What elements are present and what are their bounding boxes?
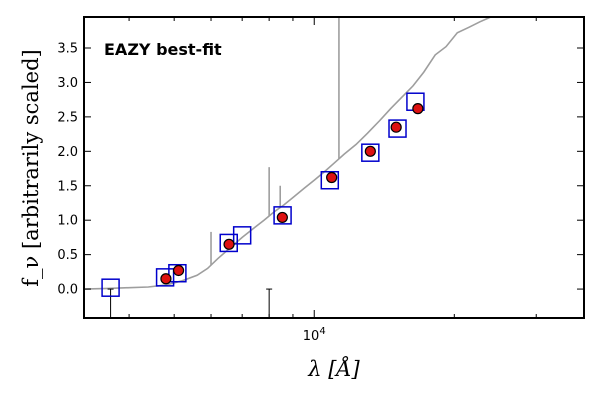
y-tick-label: 0.5 — [57, 248, 78, 263]
model-spectrum-line — [84, 17, 493, 290]
y-tick-label: 3.0 — [57, 76, 78, 91]
y-tick-label: 1.5 — [57, 179, 78, 194]
template-flux-box — [219, 233, 238, 253]
observed-flux-point — [390, 121, 402, 133]
y-axis-label: f_ν [arbitrarily scaled] — [19, 49, 43, 286]
template-flux-box — [155, 268, 175, 287]
observed-flux-point — [160, 273, 172, 285]
plot-frame — [83, 16, 585, 319]
template-flux-box — [388, 119, 407, 138]
chart-annotation: EAZY best-fit — [104, 40, 222, 59]
template-flux-box — [232, 226, 252, 245]
x-tick-label: 104 — [303, 326, 326, 344]
y-tick-label: 3.5 — [57, 41, 78, 56]
observed-flux-point — [223, 238, 235, 250]
template-flux-box — [361, 143, 380, 162]
observed-flux-point — [364, 145, 376, 157]
template-flux-box — [168, 263, 187, 283]
y-tick-label: 2.0 — [57, 145, 78, 160]
observed-flux-point — [326, 171, 338, 184]
template-flux-box — [101, 278, 120, 297]
template-flux-box — [273, 206, 292, 225]
x-axis-label: λ [Å] — [307, 356, 360, 381]
y-tick-label: 0.0 — [57, 283, 78, 298]
y-tick-label: 1.0 — [57, 214, 78, 229]
y-tick-label: 2.5 — [57, 110, 78, 125]
observed-flux-point — [276, 211, 288, 224]
observed-flux-point — [172, 264, 185, 277]
template-flux-box — [320, 170, 340, 190]
observed-flux-point — [412, 103, 424, 115]
